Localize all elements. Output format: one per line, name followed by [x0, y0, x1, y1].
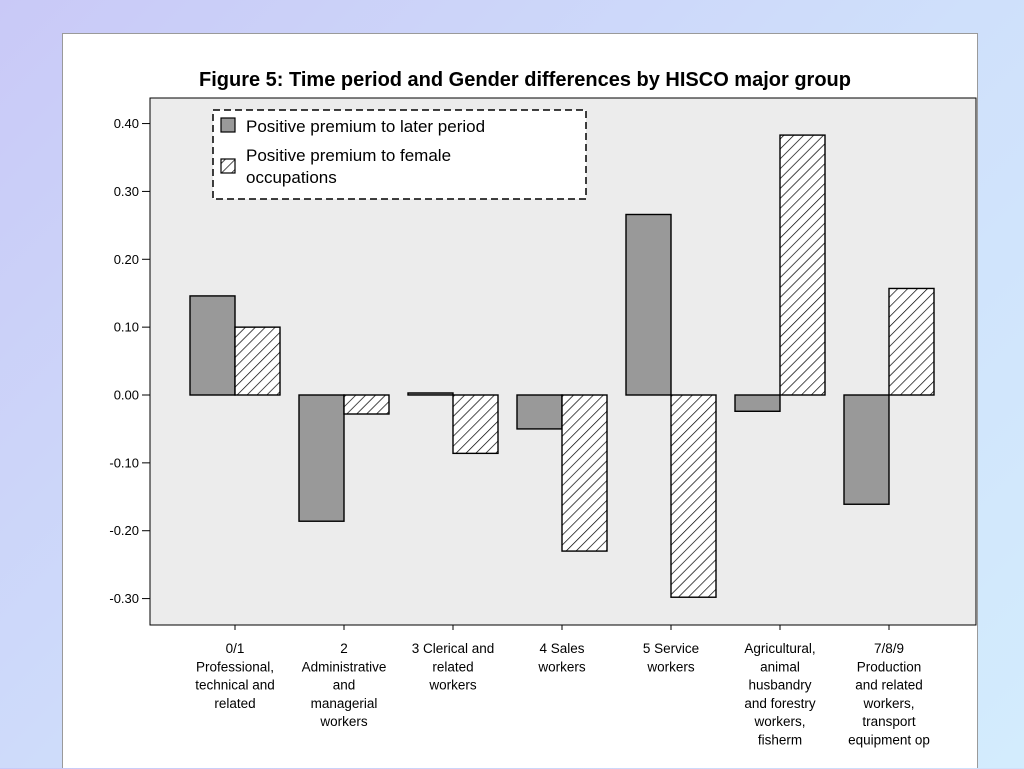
legend: Positive premium to later period Positive… [212, 109, 587, 200]
x-category-label: workers [646, 659, 695, 674]
x-category-label: Professional, [196, 659, 274, 674]
x-category-label: 4 Sales [539, 641, 584, 656]
bar-female-occupations [561, 394, 608, 552]
x-category-label: 5 Service [643, 641, 699, 656]
legend-label: Positive premium to later period [246, 117, 485, 136]
x-category-label: workers, [753, 714, 805, 729]
bar-later-period [625, 213, 672, 396]
x-category-label: Production [857, 659, 922, 674]
bar-later-period [843, 394, 890, 505]
y-tick-label: -0.10 [109, 455, 139, 470]
x-category-label: workers [319, 714, 368, 729]
y-tick-label: -0.20 [109, 523, 139, 538]
legend-label: occupations [246, 168, 337, 187]
x-category-label: managerial [311, 696, 378, 711]
bar-later-period [734, 394, 781, 412]
x-category-label: equipment op [848, 733, 930, 748]
x-category-label: animal [760, 659, 800, 674]
y-tick-label: 0.10 [114, 320, 139, 335]
x-category-label: and [333, 678, 356, 693]
bar-later-period [407, 392, 454, 396]
y-tick-label: 0.00 [114, 388, 139, 403]
bar-later-period [298, 394, 345, 522]
bar-female-occupations [888, 287, 935, 396]
bar-female-occupations [343, 394, 390, 415]
x-category-label: 3 Clerical and [412, 641, 495, 656]
x-category-label: workers, [862, 696, 914, 711]
x-category-label: related [432, 659, 473, 674]
x-category-label: and forestry [744, 696, 816, 711]
legend-box [212, 109, 587, 200]
bar-female-occupations [779, 134, 826, 396]
y-tick-label: 0.40 [114, 116, 139, 131]
x-category-label: and related [855, 678, 923, 693]
bar-later-period [516, 394, 563, 430]
chart-title: Figure 5: Time period and Gender differe… [199, 69, 851, 91]
chart-frame: Figure 5: Time period and Gender differe… [62, 33, 978, 768]
x-category-label: 7/8/9 [874, 641, 904, 656]
bars-group [189, 134, 935, 598]
x-category-label: transport [862, 714, 916, 729]
legend-swatch-hatch [220, 158, 236, 174]
x-category-label: Administrative [302, 659, 387, 674]
bar-chart: Figure 5: Time period and Gender differe… [109, 69, 977, 748]
x-category-label: 2 [340, 641, 348, 656]
y-tick-label: -0.30 [109, 591, 139, 606]
x-category-label: workers [537, 659, 586, 674]
bar-female-occupations [234, 326, 281, 396]
bar-later-period [189, 295, 236, 396]
x-category-label: 0/1 [226, 641, 245, 656]
y-tick-label: 0.20 [114, 252, 139, 267]
bar-female-occupations [670, 394, 717, 598]
x-category-label: technical and [195, 678, 275, 693]
x-category-label: fisherm [758, 733, 802, 748]
legend-swatch-solid [220, 117, 236, 133]
x-axis-labels: 0/1 Professional, technical and related 2 Adm… [195, 625, 930, 748]
y-axis: 0.40 0.30 0.20 0.10 0.00 -0.10 -0.20 -0.30 [109, 116, 150, 606]
y-tick-label: 0.30 [114, 184, 139, 199]
x-category-label: workers [428, 678, 477, 693]
x-category-label: related [214, 696, 255, 711]
x-category-label: Agricultural, [744, 641, 815, 656]
bar-female-occupations [452, 394, 499, 455]
x-category-label: husbandry [748, 678, 811, 693]
legend-label: Positive premium to female [246, 146, 451, 165]
